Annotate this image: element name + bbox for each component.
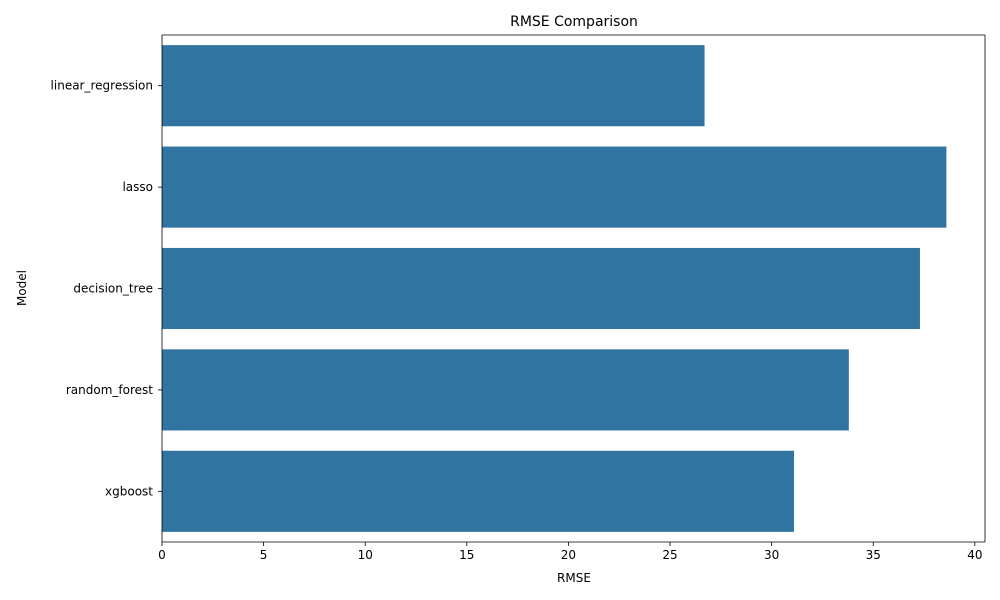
bar-lasso: [162, 146, 947, 228]
x-tick-label: 20: [561, 548, 576, 562]
x-tick-label: 30: [764, 548, 779, 562]
y-tick-label: random_forest: [66, 383, 153, 397]
y-tick-label: decision_tree: [73, 282, 153, 296]
y-axis-title: Model: [15, 270, 29, 306]
bar-xgboost: [162, 450, 794, 532]
y-tick-label: linear_regression: [51, 79, 153, 93]
bar-decision-tree: [162, 247, 920, 330]
x-tick-label: 10: [358, 548, 373, 562]
x-tick-label: 5: [260, 548, 268, 562]
x-axis-title: RMSE: [557, 571, 591, 585]
bar-linear-regression: [162, 45, 705, 127]
x-tick-label: 25: [662, 548, 677, 562]
y-tick-label: lasso: [122, 180, 153, 194]
x-axis-ticks: 0 5 10 15 20 25 30 35 40: [158, 542, 982, 562]
x-tick-label: 40: [967, 548, 982, 562]
bars-group: [162, 45, 947, 532]
chart-title: RMSE Comparison: [510, 14, 638, 30]
x-tick-label: 15: [459, 548, 474, 562]
x-tick-label: 0: [158, 548, 166, 562]
bar-random-forest: [162, 349, 849, 431]
axes-spines: [161, 34, 986, 543]
y-tick-label: xgboost: [105, 484, 153, 498]
x-tick-label: 35: [866, 548, 881, 562]
